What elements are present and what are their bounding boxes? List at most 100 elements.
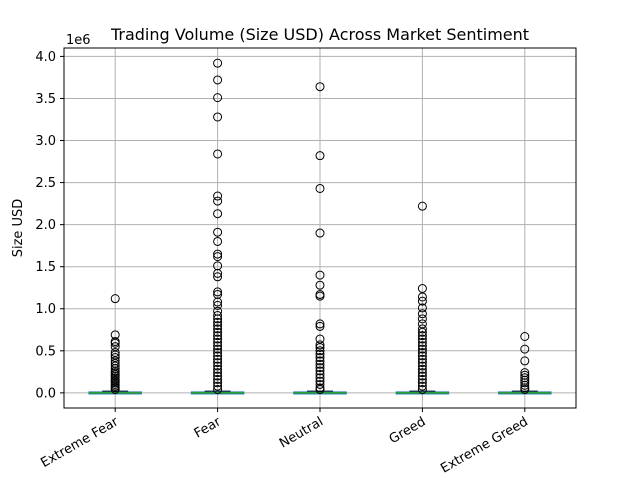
outlier-point [417,384,427,394]
outlier-point [213,58,223,68]
outlier-point [417,292,427,302]
outlier-point [213,300,223,310]
outlier-point [417,361,427,371]
outlier-point [213,344,223,354]
x-tick-label: Extreme Greed [438,414,531,476]
box-group [190,58,245,395]
outlier-point [520,356,530,366]
outlier-point [417,347,427,357]
chart-title: Trading Volume (Size USD) Across Market … [110,25,529,44]
outlier-point [213,75,223,85]
outlier-point [315,379,325,389]
outlier-point [213,378,223,388]
y-tick-label: 1.0 [35,302,56,317]
outlier-point [417,378,427,388]
outlier-point [417,331,427,341]
outlier-point [417,358,427,368]
outlier-point [213,249,223,259]
outlier-point [315,151,325,161]
outlier-point [315,228,325,238]
outlier-point [520,380,530,390]
outlier-point [213,321,223,331]
outlier-point [315,366,325,376]
outlier-point [213,334,223,344]
y-tick-label: 2.0 [35,218,56,233]
outlier-point [315,346,325,356]
outlier-point [213,364,223,374]
box-group [293,82,347,395]
outlier-point [213,358,223,368]
box-group [498,332,552,395]
outlier-point [213,209,223,219]
outlier-point [213,381,223,391]
outlier-point [110,338,120,348]
outlier-point [315,291,325,301]
outlier-point [417,303,427,313]
outlier-point [315,270,325,280]
outlier-point [417,364,427,374]
outlier-point [417,341,427,351]
outlier-point [315,384,325,394]
outlier-point [417,327,427,337]
box-group [395,201,450,395]
outlier-point [417,354,427,364]
outlier-point [315,373,325,383]
outlier-point [417,337,427,347]
outlier-point [417,381,427,391]
outlier-point [213,314,223,324]
plot-frame [63,47,577,409]
outlier-point [315,349,325,359]
outlier-point [213,337,223,347]
outlier-point [213,227,223,237]
outlier-point [213,196,223,206]
outlier-point [213,351,223,361]
outlier-point [213,368,223,378]
y-tick-label: 0.0 [35,386,56,401]
outlier-point [213,341,223,351]
data-layer [88,58,552,395]
outlier-point [213,149,223,159]
axes-layer: 0.0 0.5 1.0 1.5 2.0 2.5 3.0 3.5 4.0 Extreme Fear F… [35,47,577,477]
outlier-point [417,368,427,378]
outlier-point [520,384,530,394]
outlier-point [213,252,223,262]
x-tick-label: Greed [387,414,429,447]
outlier-point [213,354,223,364]
outlier-point [213,327,223,337]
outlier-point [110,294,120,304]
outlier-point [213,361,223,371]
outlier-point [417,344,427,354]
outlier-point [417,314,427,324]
outlier-point [315,363,325,373]
outlier-point [213,371,223,381]
outlier-point [520,332,530,342]
y-tick-label: 2.5 [35,176,56,191]
y-axis-offset-label: 1e6 [66,33,91,48]
outlier-point [213,317,223,327]
outlier-point [315,356,325,366]
outlier-point [417,201,427,211]
outlier-point [315,82,325,92]
x-tick-label: Extreme Fear [38,414,121,471]
outlier-point [417,296,427,306]
outlier-point [213,310,223,320]
y-axis-label: Size USD [11,199,26,258]
outlier-point [213,374,223,384]
outlier-point [417,324,427,334]
x-tick-label: Neutral [277,414,326,451]
outlier-point [213,384,223,394]
outlier-point [213,287,223,297]
outlier-point [315,319,325,329]
outlier-point [213,331,223,341]
outlier-point [213,272,223,282]
outlier-point [213,191,223,201]
outlier-point [315,340,325,350]
outlier-point [315,342,325,352]
outlier-point [417,374,427,384]
outlier-point [213,347,223,357]
outlier-point [213,112,223,122]
outlier-point [213,93,223,103]
y-tick-label: 0.5 [35,344,56,359]
